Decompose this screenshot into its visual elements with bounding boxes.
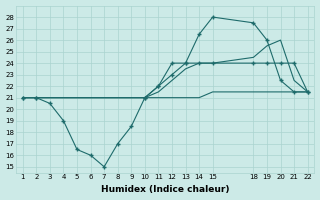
X-axis label: Humidex (Indice chaleur): Humidex (Indice chaleur) (101, 185, 229, 194)
